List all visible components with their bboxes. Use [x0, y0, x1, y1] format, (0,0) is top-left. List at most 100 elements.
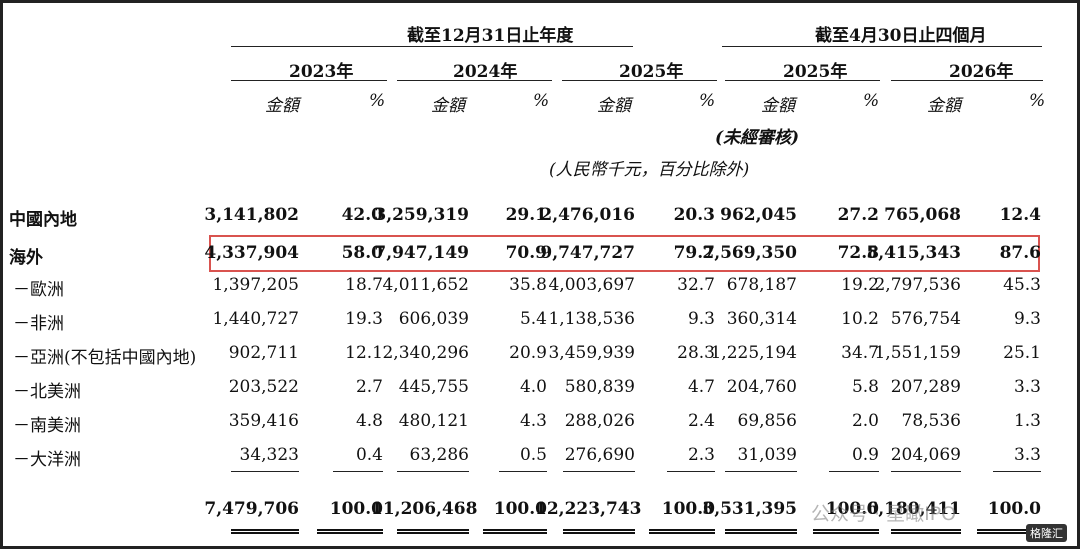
percent-cell: 5.4 [519, 309, 547, 329]
percent-cell: 2.3 [687, 445, 715, 465]
sum-rule [397, 471, 469, 472]
amount-cell: 9,747,727 [540, 243, 635, 263]
sum-rule [829, 471, 879, 472]
row-label: －北美洲 [13, 382, 81, 402]
pct-label: % [699, 91, 716, 111]
percent-cell: 0.4 [355, 445, 383, 465]
watermark-text: 公众号 · 星瞰IPO [811, 503, 957, 525]
total-double-rule [891, 529, 961, 534]
year-rule [231, 80, 387, 81]
total-pct-2023: 100.0 [329, 499, 383, 519]
table-row: －亞洲(不包括中國內地) 902,711 12.1 2,340,296 20.9 3,45… [3, 339, 1077, 369]
amount-cell: 2,476,016 [540, 205, 635, 225]
total-pct-2024: 100.0 [493, 499, 547, 519]
percent-cell: 34.7 [841, 343, 879, 363]
total-double-rule [725, 529, 797, 534]
amount-cell: 1,225,194 [710, 343, 797, 363]
sum-rule [667, 471, 715, 472]
year-rule [891, 80, 1043, 81]
group-header-four-months-rule [722, 46, 1042, 47]
percent-cell: 1.3 [1013, 411, 1041, 431]
amount-cell: 34,323 [239, 445, 299, 465]
percent-cell: 32.7 [677, 275, 715, 295]
percent-cell: 45.3 [1003, 275, 1041, 295]
year-header-2025-interim: 2025年 [783, 62, 848, 82]
amount-cell: 576,754 [890, 309, 961, 329]
overseas-highlight-box [209, 235, 1040, 272]
total-amount-2024: 11,206,468 [371, 499, 478, 519]
percent-cell: 72.8 [837, 243, 879, 263]
amount-cell: 203,522 [228, 377, 299, 397]
amount-cell: 207,289 [890, 377, 961, 397]
amount-cell: 1,138,536 [548, 309, 635, 329]
amount-cell: 359,416 [228, 411, 299, 431]
pct-label: % [533, 91, 550, 111]
amount-cell: 69,856 [737, 411, 797, 431]
group-header-four-months: 截至4月30日止四個月 [815, 26, 987, 46]
group-header-annual: 截至12月31日止年度 [407, 26, 574, 46]
sum-rule [891, 471, 961, 472]
amount-cell: 445,755 [398, 377, 469, 397]
percent-cell: 0.9 [851, 445, 879, 465]
watermark-logo: 格隆汇 [1026, 524, 1067, 542]
amount-label: 金額 [265, 96, 299, 116]
amount-cell: 31,039 [737, 445, 797, 465]
percent-cell: 70.9 [505, 243, 547, 263]
total-double-rule [563, 529, 635, 534]
amount-cell: 276,690 [564, 445, 635, 465]
total-amount-2025-interim: 3,531,395 [702, 499, 797, 519]
amount-cell: 2,797,536 [874, 275, 961, 295]
percent-cell: 10.2 [841, 309, 879, 329]
sum-rule [231, 471, 299, 472]
percent-cell: 27.2 [837, 205, 879, 225]
total-amount-2026-interim: 6,180,411 [866, 499, 961, 519]
amount-label: 金額 [431, 96, 465, 116]
unaudited-note: (未經審核) [715, 128, 800, 148]
row-label: －亞洲(不包括中國內地) [13, 348, 197, 368]
row-label: 中國內地 [9, 210, 77, 230]
percent-cell: 5.8 [851, 377, 879, 397]
year-header-2025: 2025年 [619, 62, 684, 82]
total-double-rule [813, 529, 879, 534]
percent-cell: 4.8 [355, 411, 383, 431]
group-header-annual-rule [231, 46, 633, 47]
amount-cell: 606,039 [398, 309, 469, 329]
table-row: －歐洲 1,397,205 18.7 4,011,652 35.8 4,003,697 32… [3, 271, 1077, 301]
amount-cell: 78,536 [901, 411, 961, 431]
amount-cell: 360,314 [726, 309, 797, 329]
percent-cell: 2.7 [355, 377, 383, 397]
amount-cell: 3,259,319 [374, 205, 469, 225]
amount-cell: 204,760 [726, 377, 797, 397]
amount-cell: 678,187 [726, 275, 797, 295]
sum-rule [333, 471, 383, 472]
pct-label: % [1029, 91, 1046, 111]
sum-rule [499, 471, 547, 472]
year-header-2026-interim: 2026年 [949, 62, 1014, 82]
total-double-rule [977, 529, 1041, 534]
amount-cell: 2,569,350 [702, 243, 797, 263]
year-header-2024: 2024年 [453, 62, 518, 82]
percent-cell: 9.3 [687, 309, 715, 329]
amount-cell: 1,440,727 [212, 309, 299, 329]
percent-cell: 9.3 [1013, 309, 1041, 329]
percent-cell: 4.3 [519, 411, 547, 431]
amount-cell: 5,415,343 [866, 243, 961, 263]
percent-cell: 79.7 [673, 243, 715, 263]
percent-cell: 25.1 [1003, 343, 1041, 363]
table-row: －非洲 1,440,727 19.3 606,039 5.4 1,138,536 9.3 36… [3, 305, 1077, 335]
percent-cell: 87.6 [999, 243, 1041, 263]
percent-cell: 12.4 [999, 205, 1041, 225]
amount-cell: 4,003,697 [548, 275, 635, 295]
total-double-rule [649, 529, 715, 534]
year-rule [562, 80, 717, 81]
percent-cell: 4.0 [519, 377, 547, 397]
percent-cell: 19.2 [841, 275, 879, 295]
amount-cell: 902,711 [228, 343, 299, 363]
percent-cell: 35.8 [509, 275, 547, 295]
row-label: －歐洲 [13, 280, 64, 300]
row-label: 海外 [9, 248, 43, 268]
year-rule [725, 80, 880, 81]
percent-cell: 28.3 [677, 343, 715, 363]
amount-cell: 1,551,159 [874, 343, 961, 363]
